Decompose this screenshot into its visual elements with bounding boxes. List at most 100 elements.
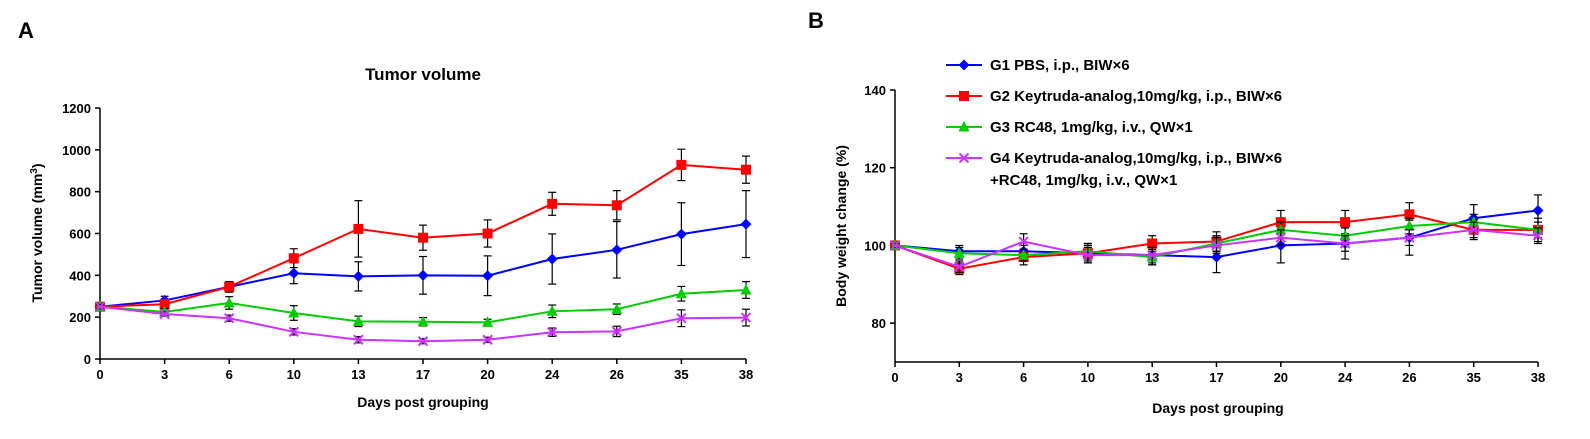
marker-stroke — [1018, 236, 1029, 247]
marker-stroke — [417, 336, 429, 347]
chart-a-series-1 — [94, 190, 752, 313]
legend-label: G1 PBS, i.p., BIW×6 — [990, 57, 1130, 74]
chart-a-x-tick-label: 26 — [610, 367, 624, 382]
chart-b-x-tick-label: 0 — [891, 370, 898, 385]
chart-a-data-point — [676, 313, 687, 324]
chart-b-data-point — [1211, 240, 1222, 251]
chart-a-ylabel-main: Tumor volume (mm — [29, 174, 45, 303]
chart-b-data-point — [889, 240, 901, 251]
marker-stroke — [676, 313, 687, 324]
legend-swatch-marker — [959, 91, 969, 101]
chart-a-y-tick-label: 600 — [69, 227, 91, 242]
chart-a-x-tick-label: 0 — [96, 367, 103, 382]
chart-a-data-point — [223, 313, 235, 324]
chart-a-data-point — [546, 253, 558, 265]
chart-a-y-tick-label: 200 — [69, 310, 91, 325]
chart-b-data-point — [1018, 249, 1030, 260]
marker-stroke — [1082, 249, 1094, 261]
panel-a-letter: A — [18, 18, 34, 43]
chart-b-data-point — [1468, 216, 1480, 227]
marker-stroke — [1275, 232, 1287, 243]
chart-a-data-point — [611, 326, 623, 337]
chart-a-x-tick-label: 38 — [739, 367, 753, 382]
legend-swatch-marker — [958, 121, 970, 132]
chart-a-data-point — [740, 283, 752, 295]
chart-a-xlabel: Days post grouping — [357, 394, 488, 410]
chart-a-data-point — [417, 269, 429, 281]
legend-label: G2 Keytruda-analog,10mg/kg, i.p., BIW×6 — [990, 88, 1282, 105]
chart-a-data-point — [288, 326, 300, 338]
chart-b-data — [889, 194, 1544, 276]
chart-b-xlabel: Days post grouping — [1152, 400, 1283, 416]
chart-a-data-point — [482, 334, 493, 345]
chart-b-axes: 0 3 6 10 13 17 20 24 26 35 38 80 100 120 140 — [864, 83, 1545, 385]
chart-a-axes: 0 3 6 10 13 17 20 24 26 35 38 0 200 400 600 800 1000 1200 — [62, 101, 753, 382]
chart-a-data-point — [352, 270, 364, 282]
chart-b-data-point — [1275, 232, 1287, 243]
chart-a-data-point — [482, 228, 493, 239]
legend-swatch-marker — [958, 152, 970, 164]
chart-b-y-tick-label: 120 — [864, 161, 886, 176]
chart-b-series-4 — [889, 221, 1544, 274]
chart-a-data-point — [288, 253, 299, 264]
chart-a-data-point — [417, 336, 429, 347]
chart-a-data-point — [159, 308, 170, 320]
chart-b-data-point — [1211, 251, 1222, 263]
chart-a-y-tick-label: 1000 — [62, 143, 91, 158]
chart-b-x-tick-label: 10 — [1081, 370, 1095, 385]
chart-a-data-point — [353, 334, 364, 345]
chart-a-title: Tumor volume — [365, 65, 481, 84]
chart-a-data-point — [288, 306, 300, 318]
chart-a-x-tick-label: 35 — [674, 367, 688, 382]
chart-b-y-tick-label: 140 — [864, 83, 886, 98]
chart-b-x-tick-label: 24 — [1338, 370, 1353, 385]
chart-b-y-tick-label: 80 — [872, 316, 886, 331]
marker-stroke — [159, 308, 170, 320]
chart-a-data-point — [482, 270, 494, 282]
chart-a-x-tick-label: 20 — [480, 367, 494, 382]
chart-b-x-tick-label: 6 — [1020, 370, 1027, 385]
chart-b-data-point — [953, 247, 965, 258]
chart-a-data-point — [740, 218, 752, 230]
tumor-volume-chart: Tumor volume Days post grouping Tumor vo… — [29, 65, 754, 410]
chart-a-data-point — [611, 244, 623, 256]
marker-stroke — [223, 313, 235, 324]
legend: G1 PBS, i.p., BIW×6 G2 Keytruda-analog,10… — [946, 57, 1282, 189]
marker-stroke — [740, 312, 752, 323]
chart-b-data-point — [1403, 220, 1415, 231]
chart-a-data-point — [417, 315, 429, 327]
legend-label: +RC48, 1mg/kg, i.v., QW×1 — [990, 172, 1177, 189]
chart-b-data-point — [1340, 217, 1351, 228]
marker-stroke — [1211, 240, 1222, 251]
chart-a-data-point — [352, 315, 364, 326]
chart-a-x-tick-label: 10 — [287, 367, 301, 382]
chart-b-data-point — [1339, 229, 1351, 241]
legend-label: G4 Keytruda-analog,10mg/kg, i.p., BIW×6 — [990, 150, 1282, 167]
legend-entry-2: G2 Keytruda-analog,10mg/kg, i.p., BIW×6 — [946, 88, 1282, 105]
chart-a-y-tick-label: 800 — [69, 185, 91, 200]
chart-a-x-tick-label: 13 — [351, 367, 365, 382]
chart-a-series-2 — [95, 148, 751, 312]
chart-a-y-tick-label: 0 — [84, 352, 91, 367]
chart-a-data-point — [741, 164, 751, 175]
chart-a-x-tick-label: 17 — [416, 367, 430, 382]
chart-a-data-point — [288, 267, 300, 279]
chart-a-data-point — [675, 228, 687, 240]
chart-b-data-point — [1468, 224, 1479, 236]
chart-b-x-tick-label: 26 — [1402, 370, 1416, 385]
marker-stroke — [954, 261, 965, 273]
chart-b-x-tick-label: 20 — [1274, 370, 1288, 385]
chart-a-data-point — [418, 232, 428, 243]
chart-b-data-point — [1339, 238, 1351, 249]
chart-a-data-point — [740, 312, 752, 323]
marker-stroke — [546, 327, 558, 338]
chart-a-data-point — [676, 159, 687, 170]
chart-b-data-point — [954, 261, 965, 273]
chart-a-x-tick-label: 3 — [161, 367, 168, 382]
chart-a-x-tick-label: 24 — [545, 367, 560, 382]
body-weight-chart: Days post grouping Body weight change (%… — [833, 83, 1545, 416]
marker-stroke — [889, 240, 901, 251]
chart-a-series-4 — [94, 301, 752, 347]
chart-b-data-point — [1532, 204, 1544, 216]
